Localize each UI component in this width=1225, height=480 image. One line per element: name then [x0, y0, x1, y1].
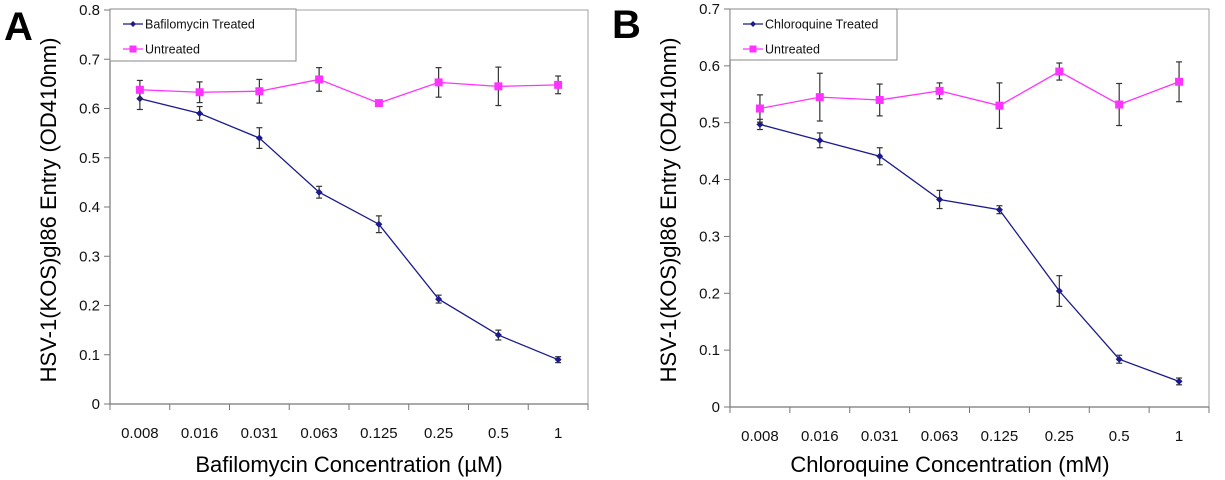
panel-b-legend-label: Untreated: [765, 43, 820, 57]
panel-a-y-tick-label: 0.4: [79, 199, 100, 216]
panel-b-data-point: [815, 93, 824, 102]
panel-a: A HSV-1(KOS)gl86 Entry (OD410nm) Bafilom…: [4, 2, 589, 477]
panel-a-series-line: [139, 78, 559, 104]
panel-b-series-line: [759, 70, 1180, 110]
panel-b-data-point: [1175, 77, 1184, 86]
panel-b-y-tick-label: 0: [712, 399, 720, 416]
panel-a-plot-area: 0 0.1 0.2 0.3 0.4 0.5 0.6 0.7 0.8 0.008 0.016 0.031…: [79, 2, 589, 442]
panel-a-data-point: [255, 134, 263, 142]
panel-a-data-point: [434, 78, 443, 87]
panel-a-x-tick-label: 0.008: [121, 425, 159, 442]
panel-a-y-tick-label: 0.5: [79, 150, 100, 167]
panel-b-y-tick-label: 0.2: [699, 285, 720, 302]
panel-b-data-point: [755, 104, 764, 113]
panel-a-x-tick-label: 0.016: [181, 425, 219, 442]
panel-b-y-tick-label: 0.3: [699, 228, 720, 245]
panel-a-x-tick-label: 1: [554, 425, 562, 442]
panel-b-y-tick-label: 0.5: [699, 115, 720, 132]
panel-b-legend-box: [729, 8, 898, 61]
panel-a-series-untreated: [135, 66, 563, 108]
panel-a-x-tick-label: 0.125: [360, 425, 398, 442]
panel-a-data-point: [494, 331, 502, 339]
panel-b-legend-item: Untreated: [743, 43, 820, 57]
panel-a-data-point: [554, 356, 562, 364]
panel-b-legend-label: Chloroquine Treated: [765, 18, 878, 32]
panel-a-y-tick-label: 0.8: [79, 2, 100, 19]
panel-a-data-point: [315, 188, 323, 196]
panel-a-legend-item: Bafilomycin Treated: [123, 18, 255, 32]
panel-b-x-axis-title: Chloroquine Concentration (mM): [790, 452, 1109, 477]
panel-a-series-line: [139, 98, 559, 361]
panel-b-x-tick-label: 0.031: [861, 428, 899, 445]
panel-b-data-point: [935, 86, 944, 95]
panel-b-x-tick-label: 0.063: [921, 428, 959, 445]
panel-b-data-point: [936, 195, 944, 203]
panel-a-x-tick-label: 0.5: [488, 425, 509, 442]
panel-a-data-point: [494, 82, 503, 91]
panel-a-y-tick-label: 0: [92, 396, 100, 413]
panel-b-x-tick-label: 0.016: [801, 428, 839, 445]
panel-a-letter: A: [4, 5, 33, 49]
panel-b-data-point: [995, 101, 1004, 110]
panel-a-x-tick-label: 0.25: [424, 425, 453, 442]
panel-a-data-point: [255, 87, 264, 96]
panel-b-y-axis-title: HSV-1(KOS)gl86 Entry (OD410nm): [656, 38, 681, 383]
panel-b-data-point: [1175, 377, 1183, 385]
panel-b-x-tick-label: 0.125: [981, 428, 1019, 445]
panel-a-x-tick-label: 0.063: [300, 425, 338, 442]
panel-a-legend: Bafilomycin Treated Untreated: [109, 8, 297, 62]
panel-b-x-tick-label: 1: [1175, 428, 1183, 445]
panel-b-legend: Chloroquine Treated Untreated: [729, 8, 898, 61]
panel-b-letter: B: [612, 3, 641, 47]
square-marker-icon: [129, 45, 137, 53]
panel-a-data-point: [196, 109, 204, 117]
panel-a-y-tick-label: 0.3: [79, 248, 100, 265]
panel-a-data-point: [554, 80, 563, 89]
panel-b-data-point: [1055, 67, 1064, 76]
panel-a-data-point: [315, 75, 324, 84]
panel-b-data-point: [995, 206, 1003, 214]
panel-a-x-tick-label: 0.031: [241, 425, 279, 442]
panel-a-legend-box: [109, 8, 297, 62]
panel-b-y-tick-label: 0.6: [699, 58, 720, 75]
panel-b-plot-area: 0 0.1 0.2 0.3 0.4 0.5 0.6 0.7 0.008 0.016 0.031 0.0…: [699, 1, 1210, 445]
panel-b-data-point: [1115, 100, 1124, 109]
panel-b-data-point: [1055, 287, 1063, 295]
panel-b-data-point: [1115, 355, 1123, 363]
panel-b-plot-frame: [729, 8, 1210, 408]
panel-a-y-tick-label: 0.7: [79, 51, 100, 68]
panel-b-x-tick-label: 0.008: [741, 428, 779, 445]
panel-a-x-axis-title: Bafilomycin Concentration (µM): [195, 452, 502, 477]
panel-a-legend-label: Bafilomycin Treated: [145, 18, 255, 32]
panel-a-data-point: [374, 99, 383, 108]
panel-b-x-tick-label: 0.5: [1109, 428, 1130, 445]
panel-b-legend-item: Chloroquine Treated: [743, 18, 878, 32]
panel-b-x-tick-label: 0.25: [1045, 428, 1074, 445]
panel-a-data-point: [435, 295, 443, 303]
panel-b-series-line: [759, 123, 1180, 383]
panel-a-legend-label: Untreated: [145, 43, 200, 57]
panel-b-data-point: [816, 136, 824, 144]
panel-b-y-tick-label: 0.4: [699, 172, 720, 189]
panel-a-data-point: [135, 85, 144, 94]
diamond-marker-icon: [130, 21, 136, 27]
panel-b-series-untreated: [755, 61, 1184, 129]
panel-a-y-tick-label: 0.2: [79, 298, 100, 315]
panel-a-plot-frame: [109, 9, 589, 405]
panel-a-y-tick-label: 0.1: [79, 347, 100, 364]
panel-b-data-point: [875, 95, 884, 104]
panel-a-data-point: [375, 220, 383, 228]
panel-b-data-point: [876, 152, 884, 160]
panel-a-y-axis-title: HSV-1(KOS)gl86 Entry (OD410nm): [36, 38, 61, 383]
diamond-marker-icon: [750, 21, 756, 27]
square-marker-icon: [749, 45, 757, 53]
panel-b-y-tick-label: 0.1: [699, 342, 720, 359]
panel-b: B HSV-1(KOS)gl86 Entry (OD410nm) Chloroq…: [612, 1, 1210, 477]
panel-a-legend-item: Untreated: [123, 43, 200, 57]
panel-a-y-tick-label: 0.6: [79, 101, 100, 118]
panel-a-data-point: [195, 88, 204, 97]
panel-b-y-tick-label: 0.7: [699, 1, 720, 18]
